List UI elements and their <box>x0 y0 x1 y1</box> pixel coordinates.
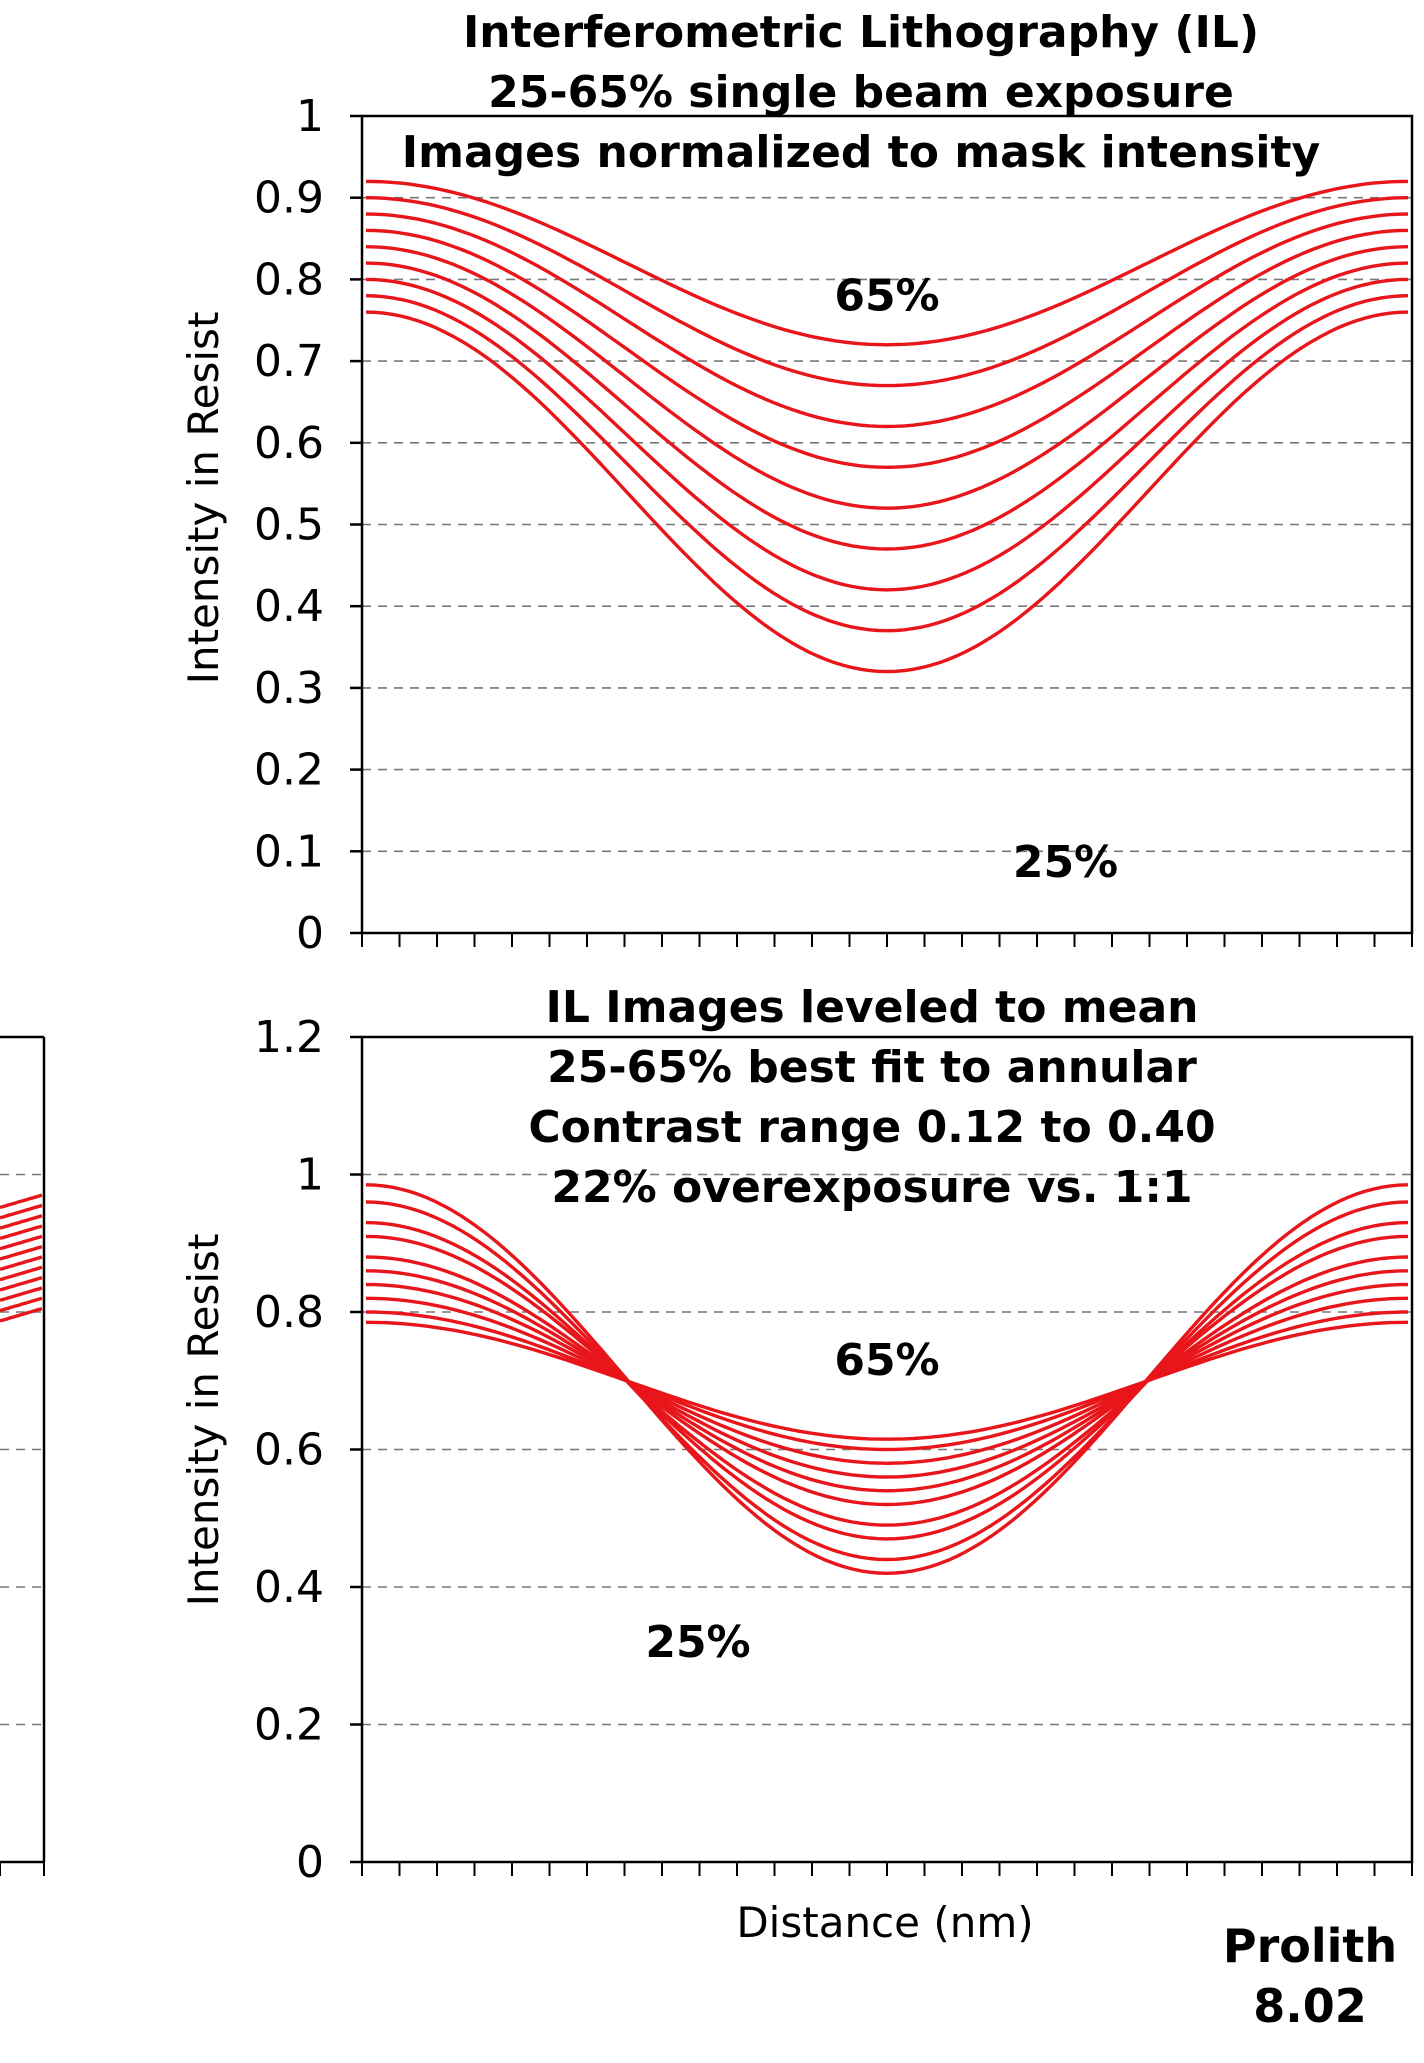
bottom-chart-title-line-1: IL Images leveled to mean <box>546 982 1199 1033</box>
partial-series-line-6 <box>0 1255 43 1272</box>
partial-chart-gridlines <box>0 1173 44 1726</box>
top-chart-annotation-25: 25% <box>1013 837 1118 888</box>
top-series-line-6 <box>365 277 1409 592</box>
bot-y-tick-label-3: 0.6 <box>254 1425 324 1476</box>
bottom-chart-title-line-4: 22% overexposure vs. 1:1 <box>551 1162 1192 1213</box>
bot-series-line-3 <box>365 1282 1409 1479</box>
x-axis-title: Distance (nm) <box>736 1898 1033 1947</box>
partial-chart-series <box>0 1193 43 1323</box>
top-series-line-1 <box>365 196 1409 388</box>
top-y-tick-label-10: 1 <box>296 91 324 142</box>
top-y-tick-label-8: 0.8 <box>254 254 324 305</box>
bottom-chart-annotation-65: 65% <box>834 1335 939 1386</box>
software-credit-line-2: 8.02 <box>1253 1979 1367 2033</box>
bottom-chart-x-ticks <box>361 1862 1413 1876</box>
top-chart-title-line-1: Interferometric Lithography (IL) <box>463 7 1259 58</box>
bot-y-tick-label-2: 0.4 <box>254 1562 324 1613</box>
software-credit-line-1: Prolith <box>1223 1919 1397 1973</box>
partial-series-line-4 <box>0 1234 43 1251</box>
bot-series-line-4 <box>365 1269 1409 1493</box>
bottom-chart-annotation-25: 25% <box>645 1617 750 1668</box>
bot-series-line-2 <box>365 1296 1409 1466</box>
chart-normalized-to-mask: 0 0.1 0.2 0.3 0.4 0.5 0.6 0.7 0.8 0.9 1 Intensity … <box>179 7 1414 959</box>
partial-series-line-5 <box>0 1245 43 1261</box>
top-chart-x-ticks <box>361 933 1413 947</box>
bot-y-tick-label-4: 0.8 <box>254 1287 324 1338</box>
bottom-chart-title-line-2: 25-65% best fit to annular <box>547 1042 1197 1093</box>
top-series-line-7 <box>365 294 1409 633</box>
top-y-tick-label-5: 0.5 <box>254 500 324 551</box>
bottom-chart-series <box>365 1183 1409 1576</box>
top-y-tick-label-4: 0.4 <box>254 581 324 632</box>
bottom-chart-y-axis-title: Intensity in Resist <box>179 1234 228 1607</box>
top-chart-title-line-3: Images normalized to mask intensity <box>402 127 1320 178</box>
partial-chart-left <box>0 1035 46 1876</box>
top-series-line-4 <box>365 245 1409 510</box>
bot-y-tick-label-6: 1.2 <box>254 1012 324 1063</box>
partial-series-line-10 <box>0 1296 43 1313</box>
top-y-tick-label-2: 0.2 <box>254 745 324 796</box>
bot-series-line-1 <box>365 1310 1409 1452</box>
partial-series-line-3 <box>0 1224 43 1241</box>
partial-series-line-1 <box>0 1203 43 1220</box>
top-y-tick-label-7: 0.7 <box>254 336 324 387</box>
top-chart-y-tick-labels: 0 0.1 0.2 0.3 0.4 0.5 0.6 0.7 0.8 0.9 1 <box>254 91 362 959</box>
partial-series-line-11 <box>0 1306 43 1323</box>
bottom-chart-title-line-3: Contrast range 0.12 to 0.40 <box>528 1102 1215 1153</box>
top-series-line-0 <box>365 179 1409 347</box>
bot-series-line-8 <box>365 1200 1409 1562</box>
chart-leveled-to-mean: 0 0.2 0.4 0.6 0.8 1 1.2 Intensity in Resist IL… <box>179 982 1414 1888</box>
top-y-tick-label-0: 0 <box>296 908 324 959</box>
top-plot-border <box>360 114 1414 935</box>
bot-series-line-6 <box>365 1234 1409 1527</box>
top-series-line-2 <box>365 212 1409 429</box>
top-series-line-3 <box>365 228 1409 469</box>
top-chart-annotation-65: 65% <box>834 271 939 322</box>
top-chart-y-axis-title: Intensity in Resist <box>179 312 228 685</box>
top-y-tick-label-9: 0.9 <box>254 173 324 224</box>
partial-series-line-7 <box>0 1265 43 1282</box>
top-series-line-5 <box>365 261 1409 551</box>
top-chart-series <box>365 179 1409 674</box>
top-y-tick-label-6: 0.6 <box>254 418 324 469</box>
top-chart-title-line-2: 25-65% single beam exposure <box>488 67 1234 118</box>
partial-chart-x-ticks <box>0 1862 45 1876</box>
partial-series-line-2 <box>0 1214 43 1230</box>
bot-series-line-0 <box>365 1320 1409 1441</box>
bot-series-line-5 <box>365 1255 1409 1507</box>
top-chart-axes <box>360 114 1414 935</box>
bottom-chart-y-tick-labels: 0 0.2 0.4 0.6 0.8 1 1.2 <box>254 1012 362 1888</box>
top-y-tick-label-3: 0.3 <box>254 663 324 714</box>
partial-series-line-0 <box>0 1193 43 1210</box>
bot-series-line-7 <box>365 1220 1409 1541</box>
bot-y-tick-label-5: 1 <box>296 1150 324 1201</box>
bot-y-tick-label-0: 0 <box>296 1837 324 1888</box>
top-series-line-8 <box>365 310 1409 674</box>
bot-y-tick-label-1: 0.2 <box>254 1700 324 1751</box>
bot-series-line-9 <box>365 1183 1409 1576</box>
top-y-tick-label-1: 0.1 <box>254 826 324 877</box>
partial-series-line-9 <box>0 1286 43 1302</box>
partial-series-line-8 <box>0 1275 43 1292</box>
